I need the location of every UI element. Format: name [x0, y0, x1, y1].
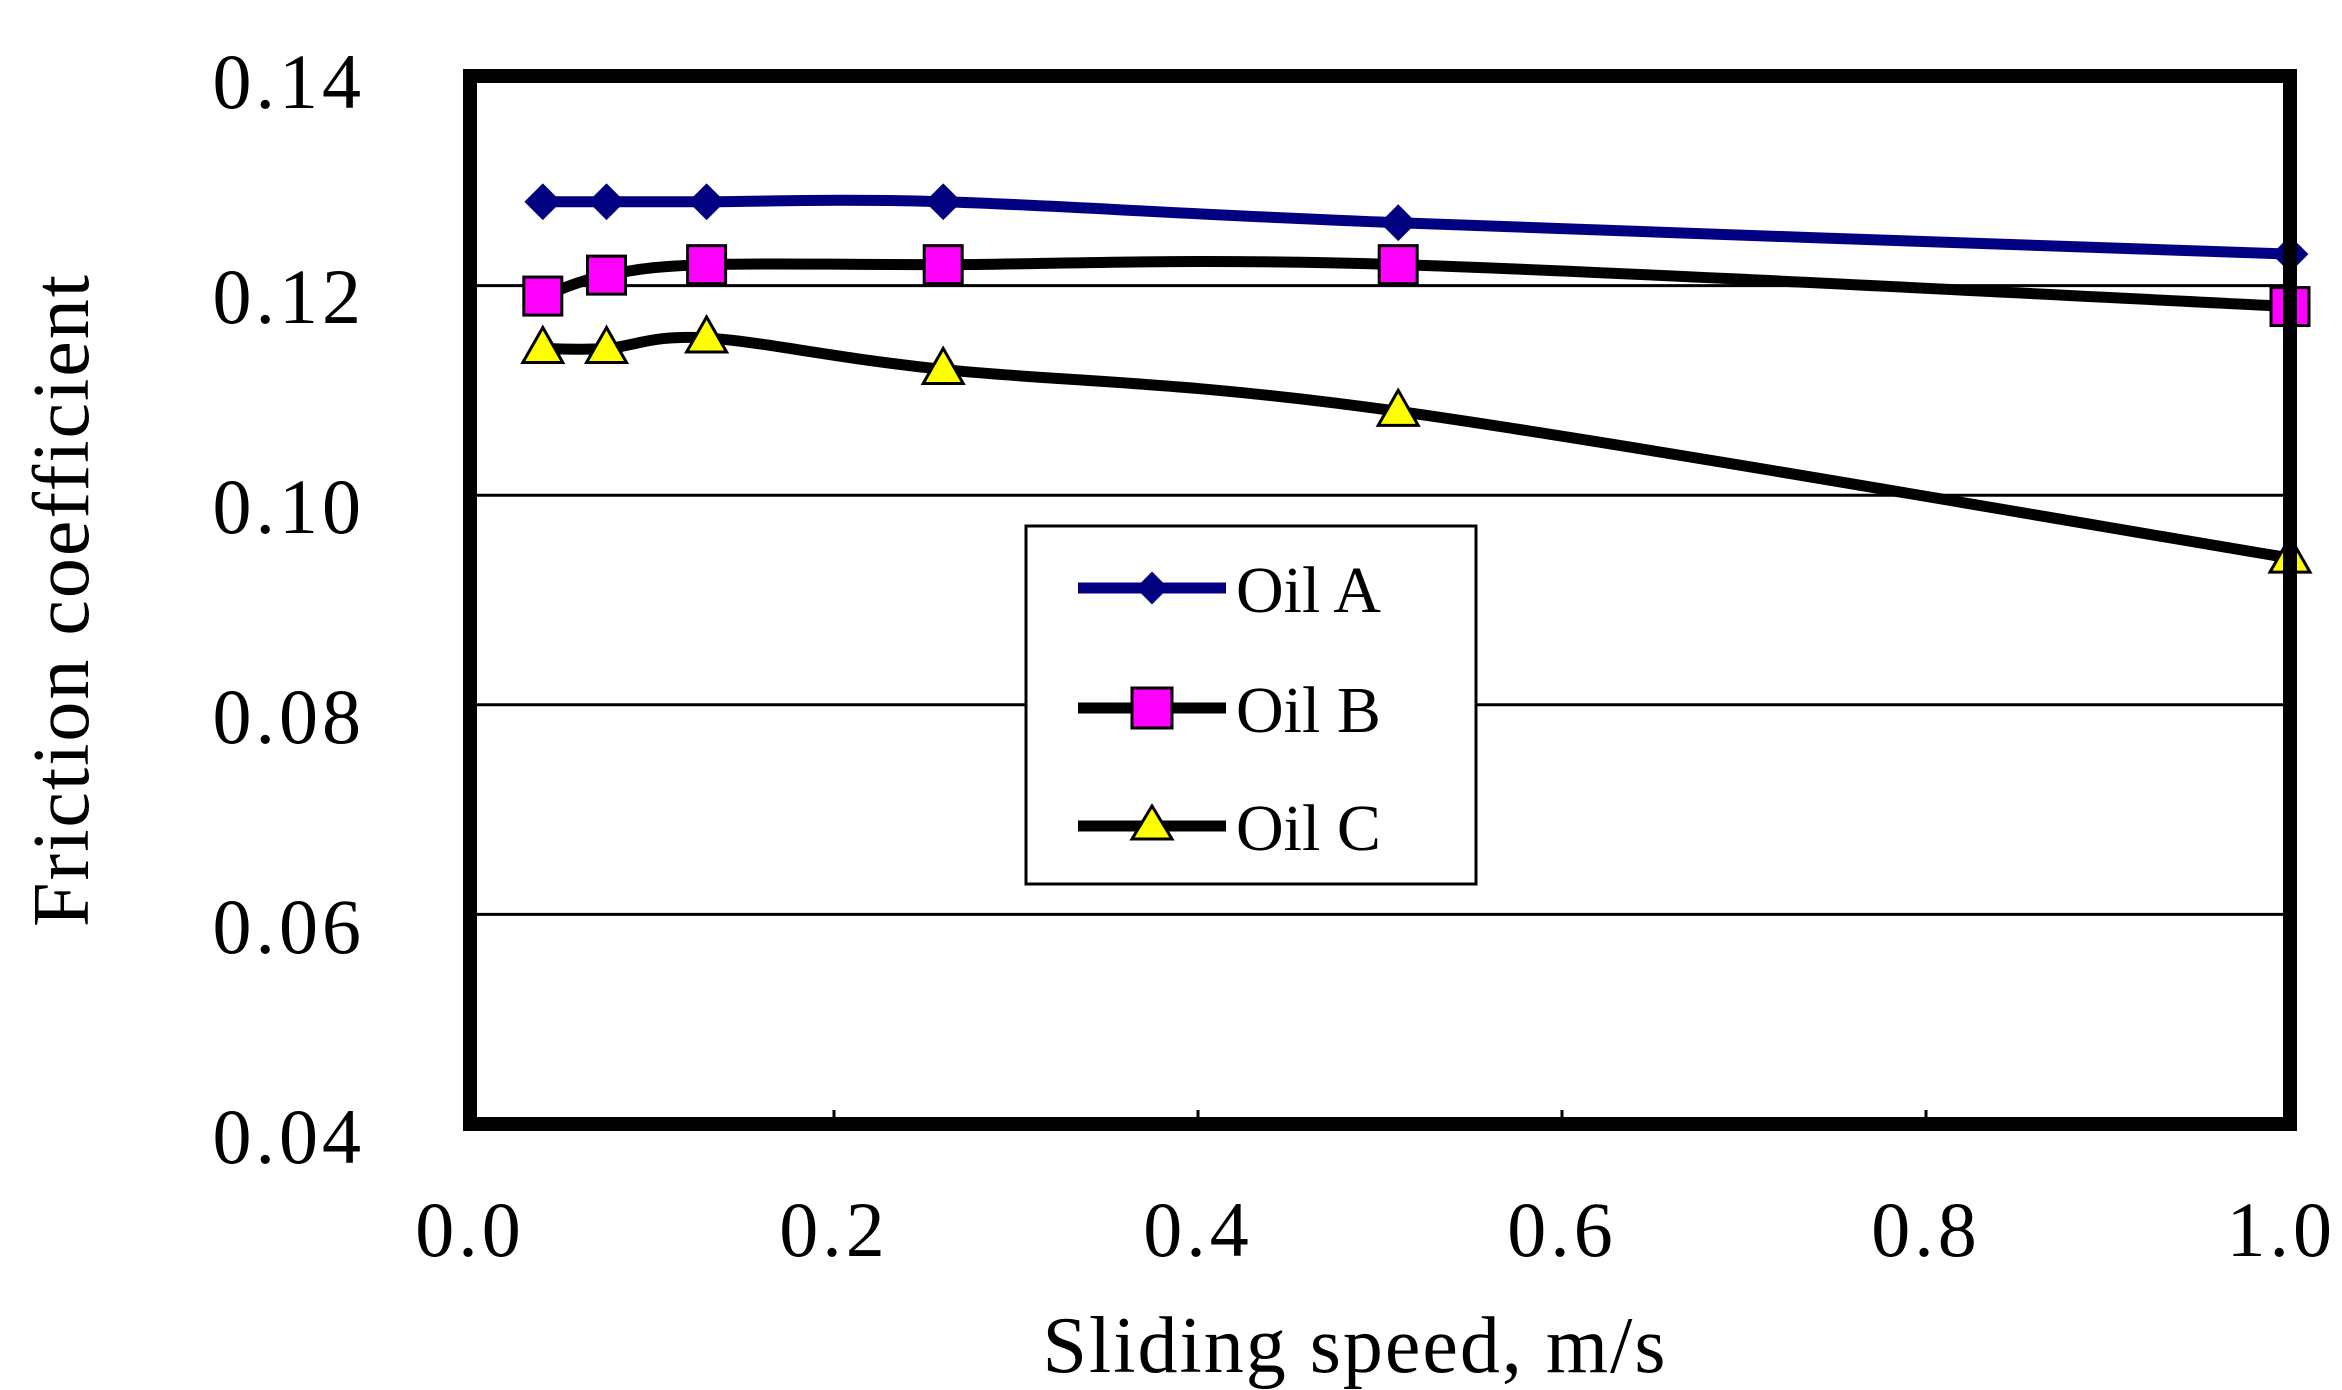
- legend-label-oil-c: Oil C: [1236, 792, 1381, 865]
- data-point-oil-b: [588, 256, 626, 294]
- data-point-oil-b: [1379, 246, 1417, 284]
- legend-label-oil-b: Oil B: [1236, 674, 1381, 747]
- legend-label-oil-a: Oil A: [1236, 554, 1381, 627]
- x-tick-label: 1.0: [2227, 1186, 2337, 1273]
- chart: 0.04 0.06 0.08 0.10 0.12 0.14 0.0 0.2 0.…: [0, 0, 2342, 1390]
- y-tick-label: 0.06: [213, 883, 366, 970]
- y-tick-label: 0.14: [213, 38, 366, 125]
- y-tick-label: 0.12: [213, 253, 366, 340]
- y-tick-label: 0.04: [213, 1093, 366, 1180]
- x-tick-label: 0.2: [779, 1186, 889, 1273]
- legend-marker-oil-b: [1132, 688, 1172, 728]
- data-point-oil-b: [688, 246, 726, 284]
- x-axis-title: Sliding speed, m/s: [1043, 1302, 1668, 1390]
- data-point-oil-b: [524, 277, 562, 315]
- x-tick-label: 0.0: [415, 1186, 525, 1273]
- x-tick-label: 0.6: [1507, 1186, 1617, 1273]
- y-tick-label: 0.08: [213, 673, 366, 760]
- y-axis-title: Friction coefficient: [18, 273, 106, 927]
- y-tick-label: 0.10: [213, 463, 366, 550]
- data-point-oil-b: [924, 246, 962, 284]
- legend: Oil A Oil B Oil C: [1026, 526, 1476, 884]
- x-tick-label: 0.8: [1871, 1186, 1981, 1273]
- x-tick-label: 0.4: [1143, 1186, 1253, 1273]
